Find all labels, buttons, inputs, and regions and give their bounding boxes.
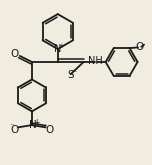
Text: +: + (33, 117, 39, 127)
Text: O: O (136, 42, 144, 52)
Text: NH: NH (88, 56, 102, 66)
Text: N: N (29, 120, 36, 130)
Text: O: O (10, 49, 19, 59)
Text: O: O (10, 125, 19, 135)
Text: ⁻: ⁻ (72, 68, 77, 77)
Text: O: O (45, 125, 54, 135)
Text: N: N (54, 44, 61, 54)
Text: S: S (67, 70, 74, 80)
Text: ⁻: ⁻ (9, 121, 14, 130)
Text: +: + (58, 43, 64, 49)
